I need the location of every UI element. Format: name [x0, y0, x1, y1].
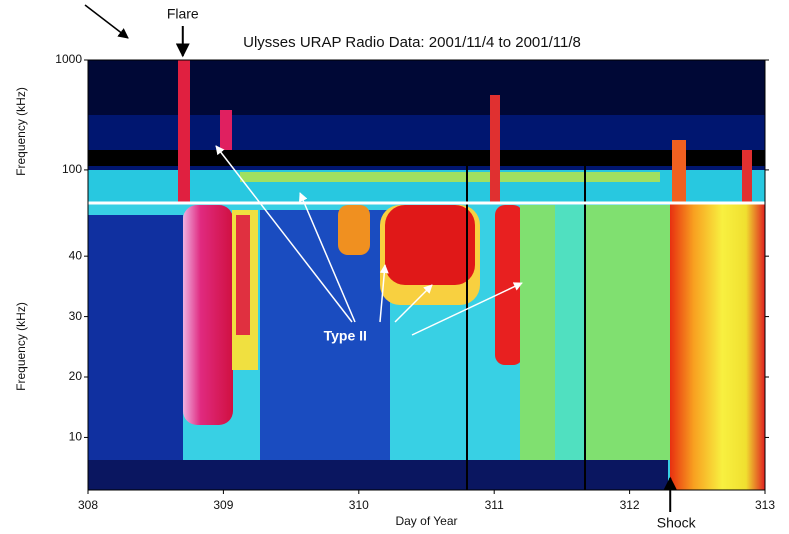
- y-tick-label: 10: [69, 430, 83, 444]
- y-axis-label: Frequency (kHz): [14, 87, 28, 176]
- x-axis-label: Day of Year: [395, 514, 457, 528]
- y-tick-label: 100: [62, 162, 82, 176]
- annotation: Type II: [324, 328, 367, 344]
- x-tick-label: 311: [485, 498, 504, 512]
- x-tick-label: 313: [755, 498, 775, 512]
- y-tick-label: 1000: [55, 52, 82, 66]
- annotation: Shock: [657, 515, 697, 531]
- chart-title: Ulysses URAP Radio Data: 2001/11/4 to 20…: [243, 34, 581, 51]
- plot-frame: [87, 59, 766, 491]
- x-tick-label: 309: [213, 498, 233, 512]
- spectrogram-image: [88, 60, 765, 490]
- y-tick-label: 20: [69, 369, 83, 383]
- y-axis-label: Frequency (kHz): [14, 302, 28, 391]
- y-tick-label: 30: [69, 309, 83, 323]
- x-tick-label: 310: [349, 498, 369, 512]
- pointer-arrow: [84, 4, 129, 39]
- y-tick-label: 40: [69, 248, 83, 262]
- x-tick-label: 312: [620, 498, 640, 512]
- type-ii-arrows: [215, 145, 523, 336]
- x-tick-label: 308: [78, 498, 98, 512]
- annotation: Flare: [167, 6, 199, 22]
